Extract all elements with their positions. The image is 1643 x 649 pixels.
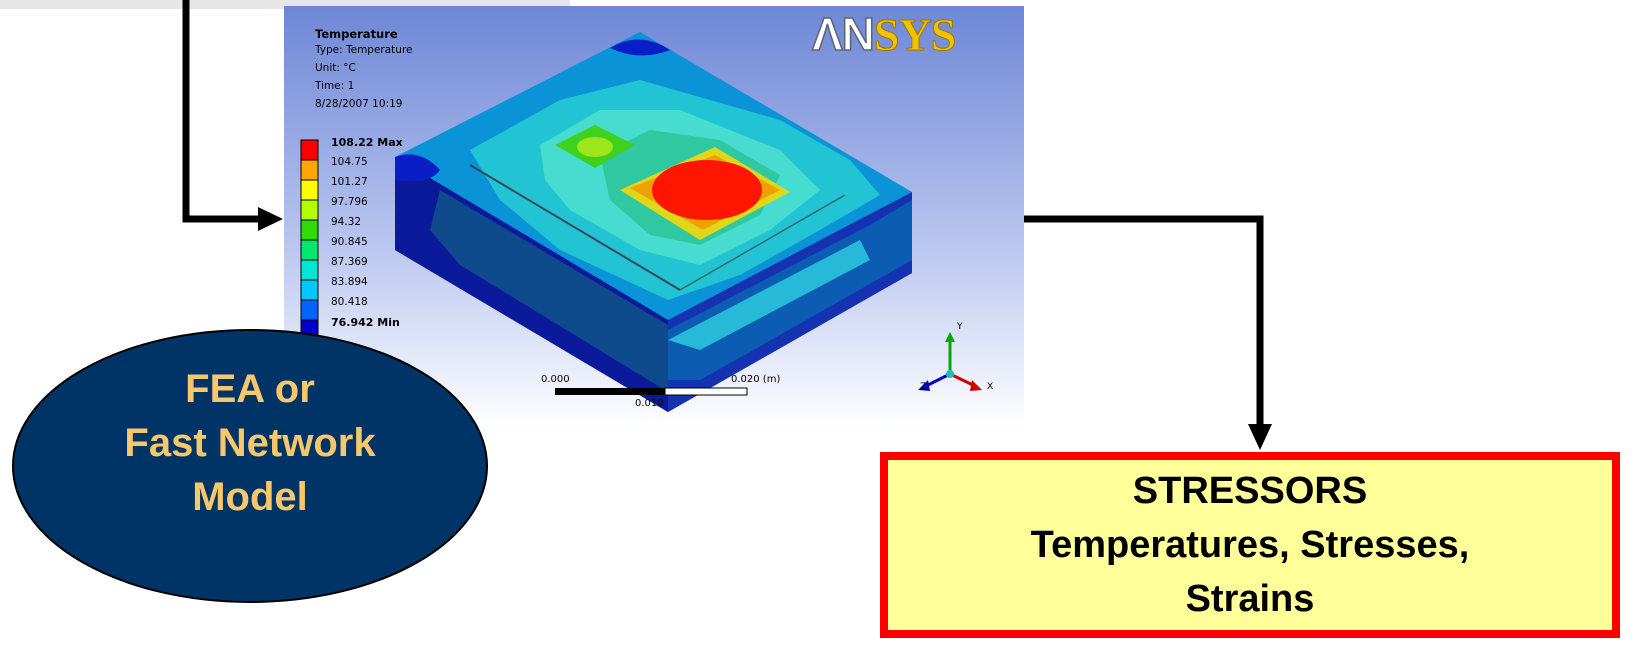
color-legend: [300, 139, 319, 341]
legend-swatch: [300, 179, 319, 201]
stressors-title: STRESSORS: [1132, 470, 1368, 512]
stressors-line-3: Strains: [1185, 578, 1315, 620]
stressors-box: STRESSORS Temperatures, Stresses, Strain…: [880, 452, 1620, 638]
model-ellipse-text: FEA or Fast Network Model: [15, 362, 485, 524]
legend-value: 108.22 Max: [331, 136, 403, 149]
stressors-line-2: Temperatures, Stresses,: [1030, 524, 1470, 566]
fea-result-image: [284, 6, 1024, 428]
ellipse-line-3: Model: [192, 475, 308, 519]
legend-swatch: [300, 239, 319, 261]
legend-value: 76.942 Min: [331, 316, 400, 329]
scale-mid: 0.010: [635, 398, 664, 409]
legend-value: 80.418: [331, 296, 368, 308]
scale-start: 0.000: [541, 374, 570, 385]
ellipse-line-2: Fast Network: [124, 421, 376, 465]
legend-swatch: [300, 299, 319, 321]
input-arrowhead: [258, 207, 283, 231]
result-unit: Unit: °C: [315, 62, 356, 74]
legend-value: 83.894: [331, 276, 368, 288]
ellipse-line-1: FEA or: [185, 367, 315, 411]
logo-sys: SYS: [873, 9, 956, 61]
legend-value: 94.32: [331, 216, 362, 228]
axis-x-label: X: [987, 382, 994, 392]
legend-swatch: [300, 159, 319, 181]
output-arrow-line: [1018, 215, 1264, 425]
top-strip: [0, 0, 570, 9]
legend-value: 104.75: [331, 156, 368, 168]
legend-value: 101.27: [331, 176, 368, 188]
result-time: Time: 1: [315, 80, 355, 92]
scale-end: 0.020 (m): [731, 374, 781, 385]
axis-y-label: Y: [957, 322, 963, 332]
ansys-logo: ΛNSYS: [811, 4, 957, 65]
legend-value: 90.845: [331, 236, 368, 248]
legend-swatch: [300, 139, 319, 161]
legend-swatch: [300, 259, 319, 281]
temperature-block: [395, 32, 912, 412]
input-arrow-line: [182, 0, 260, 223]
axis-triad: [918, 332, 982, 391]
legend-value: 87.369: [331, 256, 368, 268]
result-date: 8/28/2007 10:19: [315, 98, 403, 110]
legend-swatch: [300, 279, 319, 301]
logo-an: ΛN: [811, 7, 875, 61]
scale-bar: [555, 387, 748, 396]
result-type: Type: Temperature: [315, 44, 413, 56]
axis-z-label: Z: [920, 382, 927, 392]
legend-value: 97.796: [331, 196, 368, 208]
legend-swatch: [300, 199, 319, 221]
result-title: Temperature: [315, 27, 398, 41]
model-ellipse: [12, 329, 488, 603]
legend-swatch: [300, 219, 319, 241]
output-arrowhead: [1248, 424, 1272, 450]
